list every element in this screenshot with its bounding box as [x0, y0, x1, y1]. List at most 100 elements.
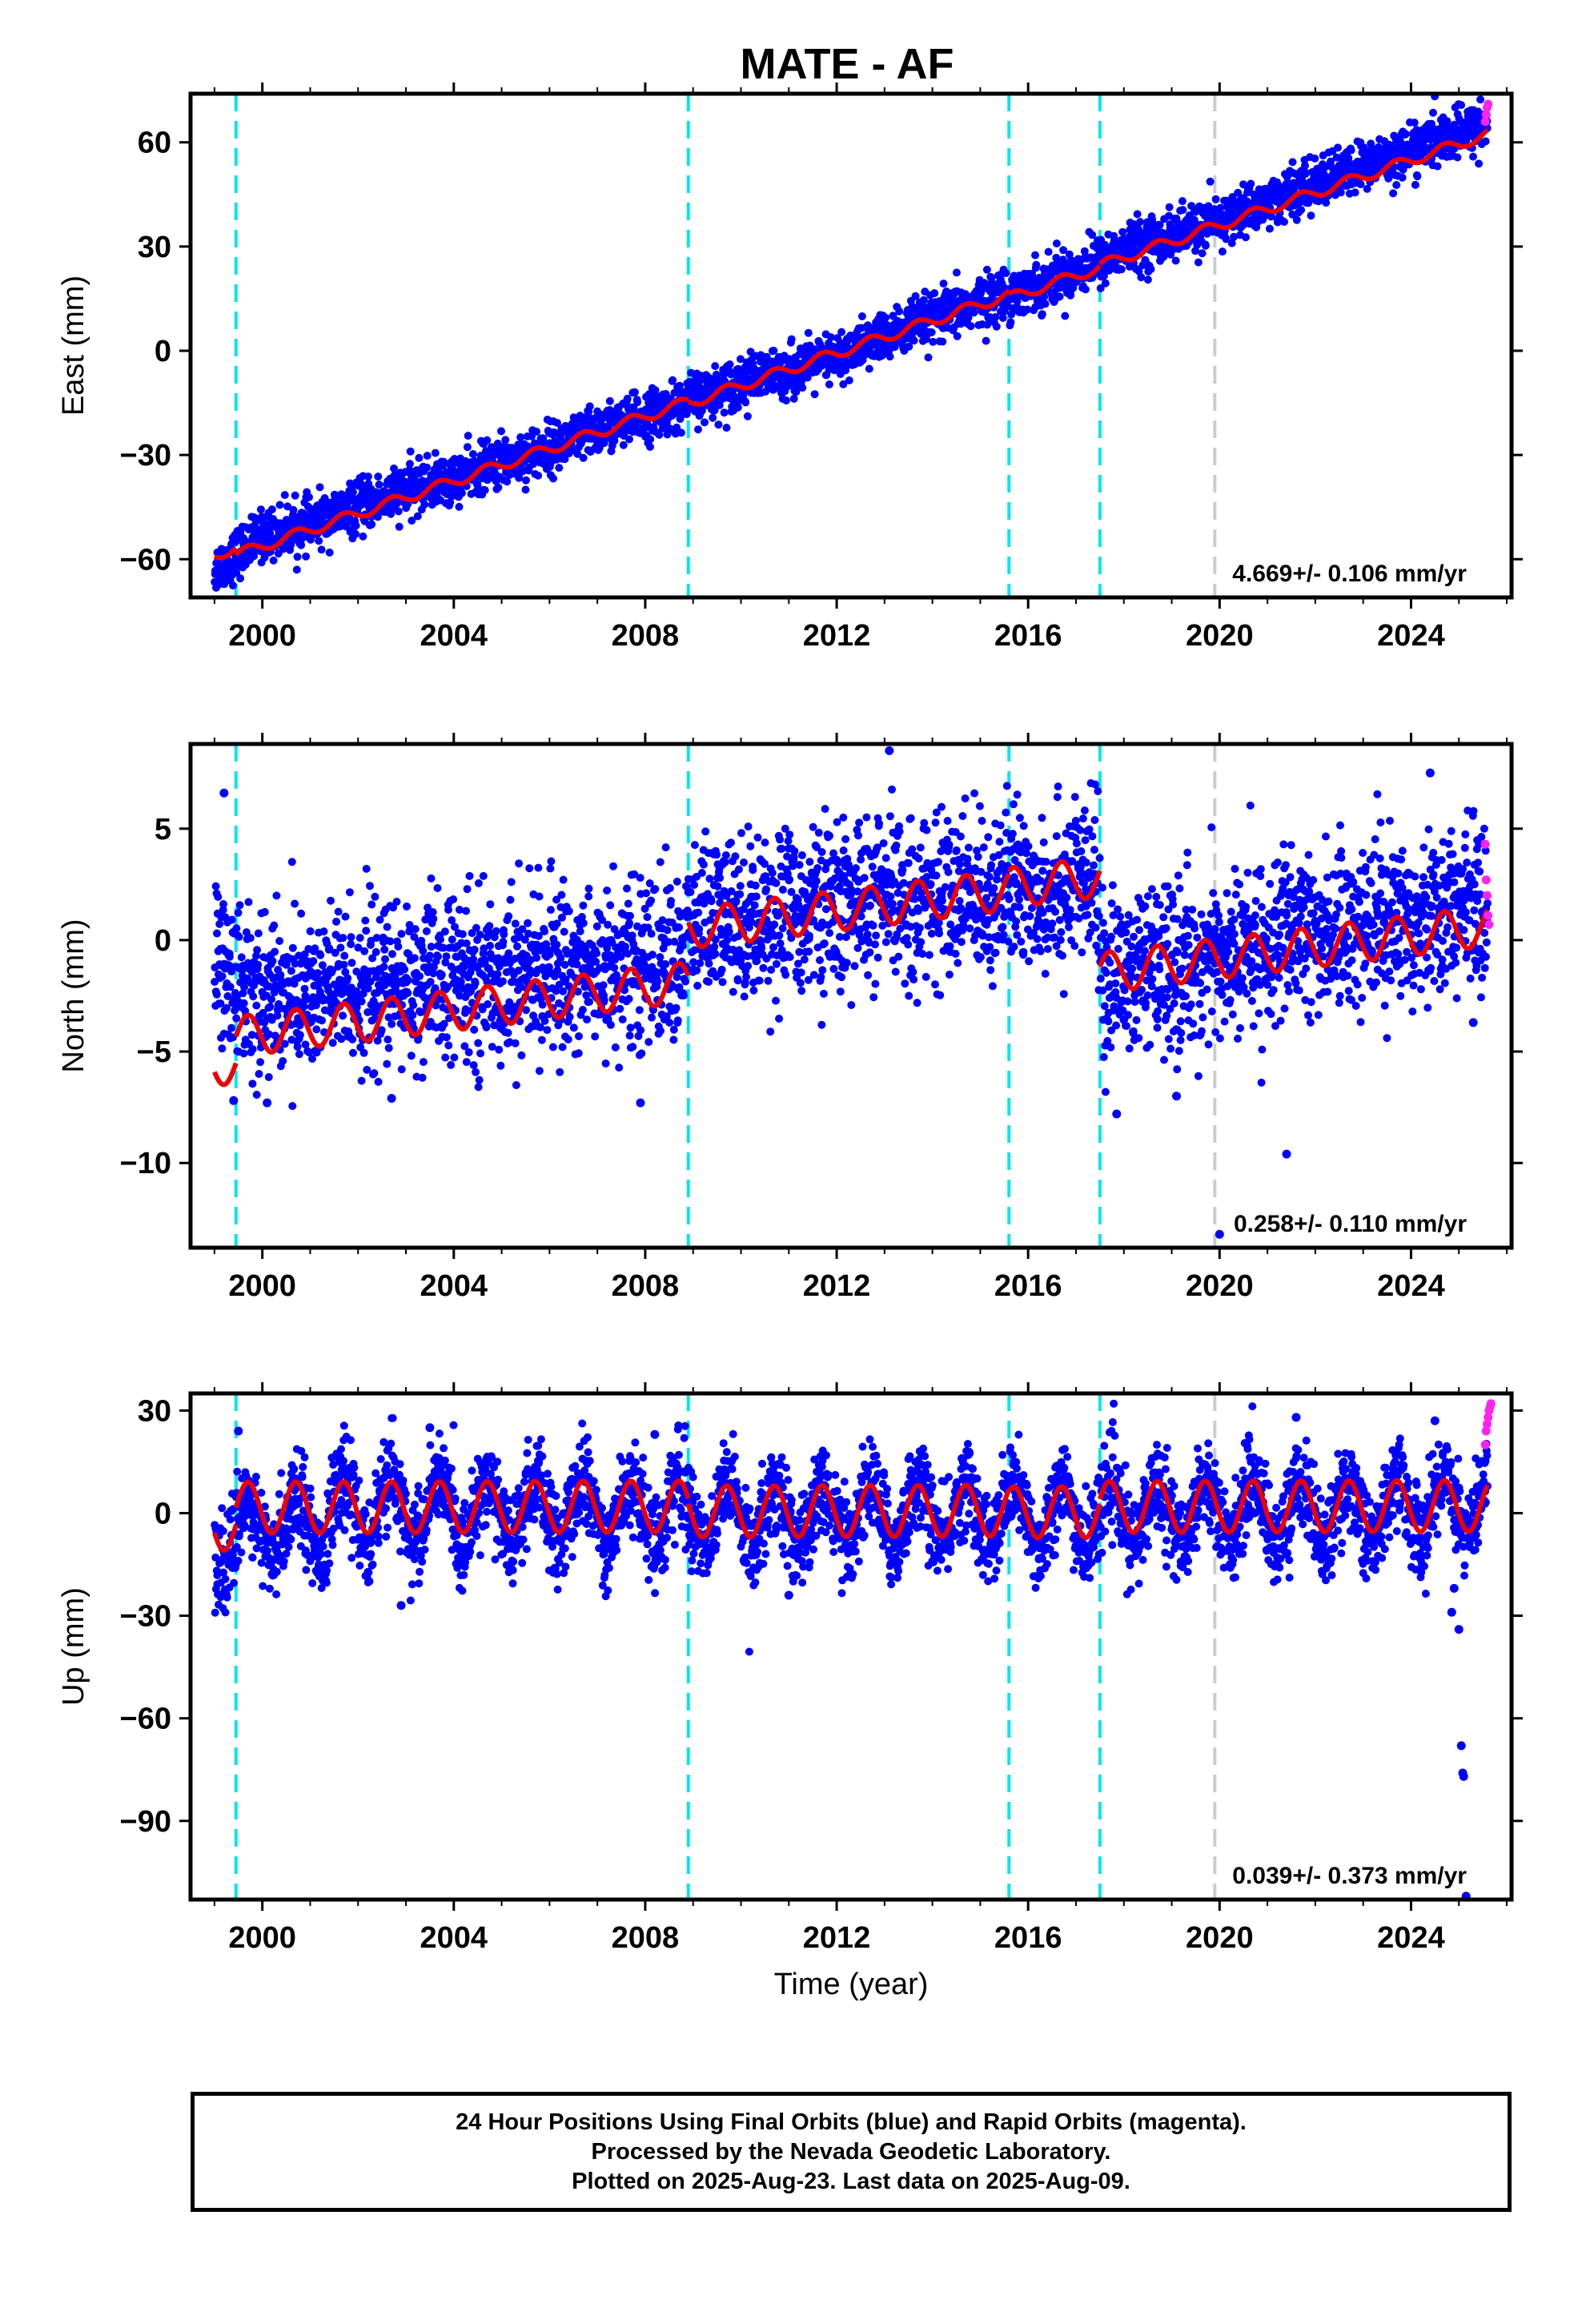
final-orbit-point [425, 951, 434, 960]
final-orbit-point [591, 1032, 600, 1041]
final-orbit-point [383, 1059, 391, 1068]
x-tick-label: 2008 [612, 619, 680, 653]
final-orbit-point [1110, 235, 1118, 244]
final-orbit-point [341, 967, 350, 976]
final-orbit-point [351, 529, 360, 538]
final-orbit-point [360, 947, 369, 955]
final-orbit-point [1117, 265, 1126, 274]
final-orbit-point [656, 953, 665, 962]
final-orbit-point [283, 502, 292, 511]
final-orbit-point [232, 569, 241, 577]
final-orbit-point [599, 937, 607, 946]
final-orbit-point [952, 268, 961, 277]
final-orbit-point [739, 391, 748, 400]
final-orbit-point [302, 552, 311, 561]
final-orbit-point [545, 951, 554, 959]
final-orbit-point [647, 896, 656, 905]
final-orbit-point [511, 1039, 520, 1047]
final-orbit-point [404, 989, 412, 997]
final-orbit-point [247, 1031, 256, 1039]
final-orbit-point [1384, 174, 1393, 183]
final-orbit-point [219, 900, 227, 908]
final-orbit-point [223, 1003, 231, 1012]
final-orbit-point [560, 960, 569, 969]
final-orbit-point [256, 1058, 265, 1067]
final-orbit-point [1347, 146, 1355, 155]
final-orbit-point [451, 923, 459, 931]
final-orbit-point [340, 951, 349, 960]
final-orbit-point [885, 352, 894, 361]
final-orbit-point [651, 386, 660, 395]
final-orbit-point [513, 942, 521, 951]
final-orbit-point [1457, 101, 1466, 110]
final-orbit-point [410, 933, 419, 941]
final-orbit-point [552, 919, 561, 928]
final-orbit-point [515, 859, 524, 868]
final-orbit-point [982, 265, 991, 274]
final-orbit-point [458, 930, 467, 939]
final-orbit-point [543, 1026, 552, 1035]
final-orbit-point [839, 380, 848, 388]
final-orbit-point [661, 960, 670, 968]
final-orbit-point [1288, 158, 1297, 167]
final-orbit-point [383, 923, 391, 931]
final-orbit-point [448, 916, 456, 925]
final-orbit-point [1171, 256, 1180, 265]
final-orbit-point [312, 1025, 321, 1034]
final-orbit-point [606, 901, 615, 910]
final-orbit-point [1481, 137, 1490, 146]
final-orbit-point [331, 948, 339, 957]
final-orbit-point [599, 981, 608, 990]
final-orbit-point [463, 443, 472, 452]
final-orbit-point [511, 919, 520, 928]
final-orbit-point [427, 943, 436, 951]
final-orbit-point [600, 995, 608, 1004]
final-orbit-point [295, 1050, 303, 1059]
final-orbit-point [406, 447, 415, 456]
final-orbit-point [1311, 154, 1319, 163]
final-orbit-point [1411, 180, 1419, 189]
final-orbit-point [280, 1039, 289, 1048]
final-orbit-point [371, 973, 380, 982]
final-orbit-point [318, 961, 327, 970]
final-orbit-point [1222, 196, 1231, 205]
final-orbit-point [1356, 180, 1365, 189]
final-orbit-point [939, 279, 948, 288]
final-orbit-point [655, 430, 664, 439]
final-orbit-point [288, 1102, 297, 1111]
final-orbit-point [336, 943, 345, 952]
final-orbit-point [476, 931, 484, 939]
final-orbit-point [525, 864, 534, 873]
final-orbit-point [394, 943, 403, 951]
final-orbit-point [583, 1015, 592, 1024]
final-orbit-point [675, 381, 684, 390]
final-orbit-point [615, 1063, 624, 1072]
final-orbit-point [392, 898, 401, 906]
final-orbit-point [327, 896, 335, 905]
final-orbit-point [470, 1025, 479, 1034]
final-orbit-point [1081, 285, 1090, 294]
final-orbit-point [339, 934, 347, 943]
final-orbit-point [442, 1033, 451, 1042]
final-orbit-point [919, 296, 928, 304]
final-orbit-point [481, 955, 489, 964]
final-orbit-point [373, 513, 382, 521]
final-orbit-point [239, 999, 248, 1007]
final-orbit-point [992, 322, 1001, 331]
final-orbit-point [266, 1003, 275, 1011]
final-orbit-point [565, 1012, 574, 1021]
final-orbit-point [628, 1043, 637, 1051]
final-orbit-point [636, 874, 644, 883]
x-tick-label: 2020 [1186, 619, 1254, 653]
final-orbit-point [553, 419, 562, 428]
final-orbit-point [648, 1013, 656, 1022]
final-orbit-point [212, 990, 221, 999]
final-orbit-point [1327, 157, 1335, 166]
final-orbit-point [357, 997, 366, 1006]
final-orbit-point [522, 1006, 531, 1015]
final-orbit-point [441, 958, 450, 967]
final-orbit-point [306, 927, 315, 935]
final-orbit-point [521, 485, 530, 494]
final-orbit-point [407, 1051, 416, 1060]
final-orbit-point [552, 940, 561, 949]
